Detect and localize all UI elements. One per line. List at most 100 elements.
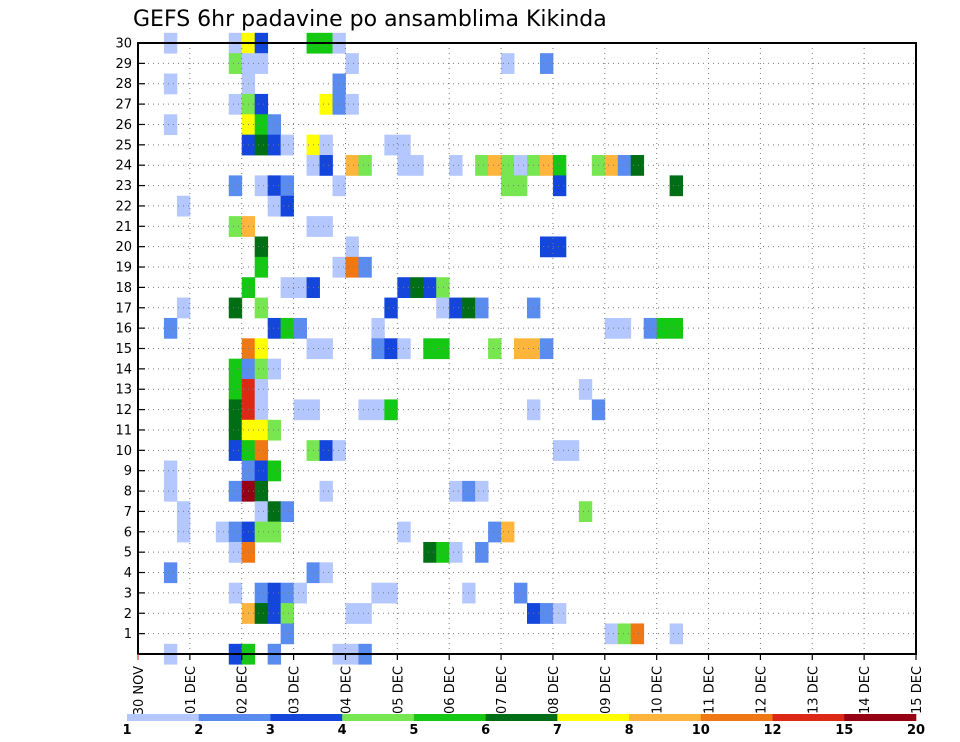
y-tick-label: 15 [115, 342, 132, 357]
x-tick-label: 09 DEC [599, 666, 614, 714]
data-cell [332, 256, 346, 278]
colorbar-segment [844, 714, 917, 721]
data-cell [345, 256, 359, 278]
data-cell [501, 155, 515, 176]
y-tick-label: 13 [115, 383, 132, 398]
data-cell [319, 480, 333, 502]
data-cell [552, 603, 567, 624]
data-cell [267, 582, 282, 604]
data-cell [319, 562, 333, 584]
data-cell [163, 480, 178, 502]
data-cell [228, 480, 243, 502]
data-cell [267, 317, 282, 339]
x-tick-label: 15 DEC [910, 666, 925, 714]
colorbar-segment [485, 714, 558, 721]
x-tick-label: 01 DEC [184, 666, 199, 714]
data-cell [617, 317, 632, 339]
data-cell [280, 603, 294, 624]
y-tick-label: 5 [124, 546, 132, 561]
x-tick-label: 11 DEC [703, 666, 718, 714]
data-cell [643, 317, 658, 339]
data-cell [254, 236, 269, 258]
data-cell [578, 379, 593, 400]
data-cell [267, 134, 282, 156]
y-tick-label: 30 [115, 37, 132, 52]
y-tick-label: 8 [124, 485, 132, 500]
y-tick-label: 4 [124, 566, 132, 581]
data-cell [254, 358, 269, 380]
data-cell [423, 277, 437, 298]
y-tick-label: 18 [115, 281, 132, 296]
data-cell [163, 460, 178, 482]
data-cell [514, 338, 528, 360]
colorbar-label: 15 [835, 723, 853, 738]
data-cell [552, 175, 567, 197]
x-tick-label: 10 DEC [651, 666, 666, 714]
cells-group [163, 32, 683, 665]
data-cell [501, 175, 515, 197]
data-cell [228, 53, 243, 74]
data-cell [228, 399, 243, 421]
data-cell [358, 603, 372, 624]
y-tick-label: 20 [115, 240, 132, 255]
colorbar-segment [342, 714, 415, 721]
y-tick-label: 23 [115, 179, 132, 194]
data-cell [228, 379, 243, 400]
data-cell [332, 93, 346, 115]
data-cell [539, 338, 554, 360]
data-cell [604, 155, 619, 176]
data-cell [332, 440, 346, 461]
data-cell [397, 521, 411, 543]
data-cell [449, 155, 463, 176]
data-cell [254, 134, 269, 156]
data-cell [215, 521, 230, 543]
x-axis: 30 NOV 01 DEC 02 DEC 03 DEC 04 DEC 05 DEC 06 D… [132, 654, 925, 715]
y-tick-label: 12 [115, 403, 132, 418]
data-cell [163, 562, 178, 584]
data-cell [280, 623, 294, 645]
data-cell [669, 317, 683, 339]
colorbar-label: 6 [481, 723, 490, 738]
data-cell [319, 338, 333, 360]
data-cell [163, 114, 178, 136]
data-cell [617, 155, 632, 176]
colorbar: 1 2 3 4 5 6 7 8 10 12 15 20 [122, 714, 925, 738]
data-cell [449, 297, 463, 319]
data-cell [280, 195, 294, 217]
y-tick-label: 22 [115, 199, 132, 214]
data-cell [254, 338, 269, 360]
colorbar-label: 12 [764, 723, 782, 738]
data-cell [228, 216, 243, 237]
colorbar-segment [629, 714, 702, 721]
data-cell [228, 541, 243, 563]
data-cell [539, 603, 554, 624]
data-cell [319, 216, 333, 237]
colorbar-segment [270, 714, 343, 721]
data-cell [254, 399, 269, 421]
data-cell [578, 501, 593, 523]
x-tick-label: 30 NOV [132, 666, 147, 715]
data-cell [514, 155, 528, 176]
data-cell [552, 155, 567, 176]
data-cell [345, 236, 359, 258]
data-cell [267, 358, 282, 380]
y-tick-label: 28 [115, 77, 132, 92]
data-cell [267, 114, 282, 136]
data-cell [345, 53, 359, 74]
data-cell [228, 582, 243, 604]
y-tick-label: 24 [115, 159, 132, 174]
data-cell [280, 501, 294, 523]
colorbar-label: 4 [338, 723, 347, 738]
data-cell [384, 582, 398, 604]
y-tick-label: 6 [124, 525, 132, 540]
data-cell [410, 277, 424, 298]
data-cell [423, 541, 437, 563]
data-cell [254, 480, 269, 502]
y-tick-label: 2 [124, 607, 132, 622]
data-cell [319, 93, 333, 115]
data-cell [488, 155, 502, 176]
colorbar-label: 5 [409, 723, 418, 738]
colorbar-label: 2 [194, 723, 203, 738]
y-tick-label: 1 [124, 627, 132, 642]
